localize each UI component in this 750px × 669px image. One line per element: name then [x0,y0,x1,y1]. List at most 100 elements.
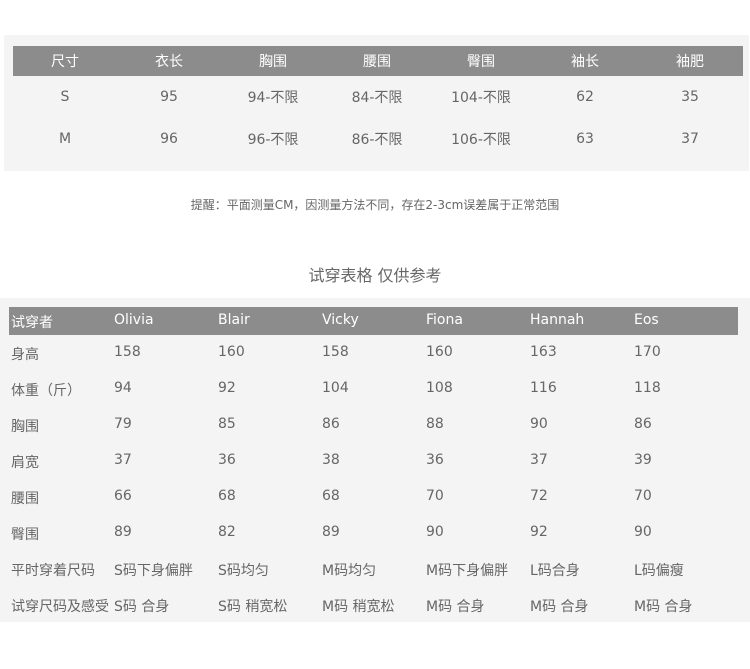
try-cell: 92 [218,380,236,396]
try-row-hip: 臀围 89 82 89 90 92 90 [0,521,750,545]
try-cell: L码合身 [530,563,580,579]
size-header-cell: 尺寸 [51,54,79,70]
try-cell: S码 合身 [114,599,170,615]
try-cell: 89 [114,524,132,540]
try-cell: M码 合身 [426,599,485,615]
try-cell: M码均匀 [322,563,377,579]
try-cell: 94 [114,380,132,396]
try-cell: 90 [530,416,548,432]
size-cell: S [60,89,70,105]
try-header-cell: Vicky [322,312,359,328]
try-cell: 86 [322,416,340,432]
size-header-cell: 腰围 [363,54,391,70]
size-table-header: 尺寸 衣长 胸围 腰围 臀围 袖长 袖肥 [13,46,743,76]
size-table: 尺寸 衣长 胸围 腰围 臀围 袖长 袖肥 S 95 94-不限 84-不限 10… [4,35,749,171]
try-cell: 胸围 [11,419,39,435]
try-cell: 88 [426,416,444,432]
try-cell: 38 [322,452,340,468]
size-cell: 84-不限 [351,90,403,106]
try-cell: M码 稍宽松 [322,599,395,615]
try-on-table: 试穿者 Olivia Blair Vicky Fiona Hannah Eos … [0,298,750,622]
try-cell: 平时穿着尺码 [11,563,95,579]
try-cell: 37 [114,452,132,468]
try-cell: 肩宽 [11,455,39,471]
try-cell: 116 [530,380,557,396]
size-cell: 104-不限 [451,90,511,106]
try-header-cell: 试穿者 [11,315,53,331]
try-cell: 体重（斤） [11,383,81,399]
size-cell: 86-不限 [351,132,403,148]
size-cell: 96-不限 [247,132,299,148]
size-cell: 95 [160,89,178,105]
size-header-cell: 胸围 [259,54,287,70]
size-header-cell: 袖长 [571,54,599,70]
try-cell: 36 [218,452,236,468]
try-header-cell: Hannah [530,312,585,328]
try-cell: 腰围 [11,491,39,507]
try-cell: 160 [426,344,453,360]
try-cell: 68 [322,488,340,504]
try-cell: 118 [634,380,661,396]
try-cell: 170 [634,344,661,360]
try-cell: 72 [530,488,548,504]
try-cell: 身高 [11,347,39,363]
try-on-table-header: 试穿者 Olivia Blair Vicky Fiona Hannah Eos [9,307,738,335]
try-cell: 104 [322,380,349,396]
size-header-cell: 衣长 [155,54,183,70]
try-cell: M码 合身 [530,599,589,615]
try-cell: 70 [634,488,652,504]
try-cell: 108 [426,380,453,396]
try-cell: 39 [634,452,652,468]
try-header-cell: Blair [218,312,250,328]
try-cell: 89 [322,524,340,540]
try-cell: 158 [322,344,349,360]
try-row-height: 身高 158 160 158 160 163 170 [0,341,750,365]
try-row-weight: 体重（斤） 94 92 104 108 116 118 [0,377,750,401]
try-cell: S码 稍宽松 [218,599,288,615]
try-cell: 163 [530,344,557,360]
try-row-bust: 胸围 79 85 86 88 90 86 [0,413,750,437]
try-row-waist: 腰围 66 68 68 70 72 70 [0,485,750,509]
size-cell: 106-不限 [451,132,511,148]
try-cell: 70 [426,488,444,504]
try-row-shoulder: 肩宽 37 36 38 36 37 39 [0,449,750,473]
size-cell: 35 [681,89,699,105]
try-on-title: 试穿表格 仅供参考 [308,266,442,285]
try-cell: 36 [426,452,444,468]
try-cell: 90 [634,524,652,540]
size-cell: M [58,131,72,147]
try-cell: 160 [218,344,245,360]
size-cell: 94-不限 [247,90,299,106]
try-cell: L码偏瘦 [634,563,684,579]
try-row-usual-size: 平时穿着尺码 S码下身偏胖 S码均匀 M码均匀 M码下身偏胖 L码合身 L码偏瘦 [0,557,750,581]
try-cell: 90 [426,524,444,540]
size-cell: 96 [160,131,178,147]
size-cell: 63 [576,131,594,147]
try-cell: 92 [530,524,548,540]
try-cell: 85 [218,416,236,432]
try-cell: 82 [218,524,236,540]
try-cell: 37 [530,452,548,468]
try-header-cell: Olivia [114,312,154,328]
try-cell: 68 [218,488,236,504]
try-cell: S码均匀 [218,563,269,579]
size-cell: 37 [681,131,699,147]
size-row-s: S 95 94-不限 84-不限 104-不限 62 35 [13,84,743,110]
try-cell: M码下身偏胖 [426,563,509,579]
size-row-m: M 96 96-不限 86-不限 106-不限 63 37 [13,126,743,152]
try-header-cell: Eos [634,312,659,328]
try-cell: 86 [634,416,652,432]
size-header-cell: 袖肥 [676,54,704,70]
try-cell: 158 [114,344,141,360]
size-cell: 62 [576,89,594,105]
try-cell: M码 合身 [634,599,693,615]
try-cell: 臀围 [11,527,39,543]
try-cell: 66 [114,488,132,504]
try-cell: 79 [114,416,132,432]
measurement-note: 提醒：平面测量CM，因测量方法不同，存在2-3cm误差属于正常范围 [190,198,560,212]
try-header-cell: Fiona [426,312,463,328]
try-row-tried-size: 试穿尺码及感受 S码 合身 S码 稍宽松 M码 稍宽松 M码 合身 M码 合身 … [0,593,750,617]
size-header-cell: 臀围 [467,54,495,70]
try-cell: S码下身偏胖 [114,563,193,579]
try-cell: 试穿尺码及感受 [11,599,109,615]
